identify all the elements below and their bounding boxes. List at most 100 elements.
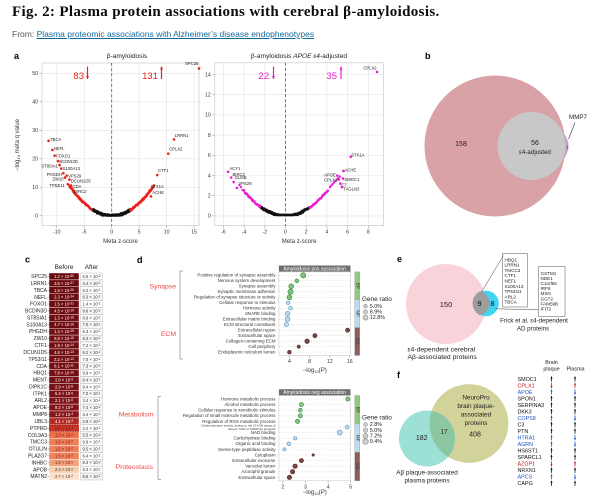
svg-text:NEFL: NEFL — [34, 295, 47, 301]
svg-text:AD proteins: AD proteins — [517, 326, 549, 333]
svg-text:MF: MF — [356, 310, 361, 317]
svg-text:4.6 × 10-13: 4.6 × 10-13 — [54, 350, 74, 355]
svg-text:8: 8 — [308, 359, 311, 365]
svg-text:7.3 × 10-1: 7.3 × 10-1 — [82, 364, 100, 369]
svg-text:PHGDH: PHGDH — [29, 329, 47, 335]
svg-text:5: 5 — [138, 230, 141, 236]
svg-text:TAGLN3: TAGLN3 — [343, 187, 360, 192]
svg-text:ST8SIA1: ST8SIA1 — [27, 315, 47, 321]
svg-text:CDA: CDA — [73, 184, 82, 189]
svg-text:f: f — [397, 370, 401, 380]
svg-text:7.0 × 10-1: 7.0 × 10-1 — [82, 357, 100, 362]
svg-text:β-amyloidosis APOE ε4-adjusted: β-amyloidosis APOE ε4-adjusted — [251, 53, 347, 60]
svg-text:ACHE: ACHE — [152, 190, 164, 195]
svg-text:Nervous system development: Nervous system development — [218, 278, 277, 283]
svg-text:8.9%: 8.9% — [370, 310, 382, 316]
svg-text:12: 12 — [205, 93, 211, 99]
svg-text:50: 50 — [32, 71, 38, 77]
svg-text:Synapse: Synapse — [150, 284, 177, 291]
svg-text:NAD binding: NAD binding — [251, 430, 276, 435]
svg-text:2.1 × 10-5: 2.1 × 10-5 — [55, 398, 73, 403]
svg-text:1.3 × 10-16: 1.3 × 10-16 — [54, 315, 74, 320]
svg-text:MMP7: MMP7 — [569, 114, 587, 121]
svg-text:Cell periphery: Cell periphery — [248, 344, 276, 349]
svg-text:1.2 × 10-4: 1.2 × 10-4 — [55, 412, 73, 417]
svg-text:7.2 × 10-1: 7.2 × 10-1 — [82, 343, 100, 348]
svg-text:INHBC: INHBC — [31, 460, 47, 466]
svg-text:Cytoplasm: Cytoplasm — [255, 452, 276, 457]
svg-text:associated: associated — [461, 412, 492, 419]
svg-text:ZW10: ZW10 — [34, 336, 48, 342]
svg-text:10: 10 — [164, 230, 170, 236]
svg-text:6: 6 — [208, 153, 211, 159]
svg-text:Extracellular matrix binding: Extracellular matrix binding — [223, 317, 276, 322]
svg-text:3.6 × 10-27: 3.6 × 10-27 — [54, 281, 74, 286]
svg-text:BCDIN3D: BCDIN3D — [25, 309, 47, 315]
svg-text:2.2 × 10-1: 2.2 × 10-1 — [82, 426, 100, 431]
svg-text:6.2 × 10-1: 6.2 × 10-1 — [82, 288, 100, 293]
svg-text:56: 56 — [531, 140, 539, 147]
svg-text:COL9A3: COL9A3 — [28, 433, 47, 439]
svg-text:Endoplasmic reticulum lumen: Endoplasmic reticulum lumen — [218, 350, 276, 355]
svg-text:BCDIN3D: BCDIN3D — [59, 159, 77, 164]
svg-text:83: 83 — [73, 71, 84, 82]
svg-text:Before: Before — [55, 264, 74, 271]
svg-text:2.3 × 10-24: 2.3 × 10-24 — [54, 295, 74, 300]
svg-text:8.1 × 10-11: 8.1 × 10-11 — [54, 364, 74, 369]
svg-text:APCS: APCS — [518, 475, 533, 481]
svg-text:C1orf56: C1orf56 — [541, 281, 558, 286]
svg-text:0: 0 — [110, 230, 113, 236]
svg-text:9.6 × 10-1: 9.6 × 10-1 — [82, 308, 100, 313]
svg-text:9.4%: 9.4% — [370, 439, 382, 445]
svg-text:2: 2 — [305, 230, 308, 236]
svg-text:Aβ-associated proteins: Aβ-associated proteins — [408, 354, 478, 361]
svg-text:14: 14 — [205, 72, 211, 78]
svg-text:3.2 × 10-12: 3.2 × 10-12 — [54, 357, 74, 362]
svg-text:7.4 × 10-1: 7.4 × 10-1 — [82, 405, 100, 410]
svg-text:DCUN1D5: DCUN1D5 — [71, 178, 91, 183]
svg-text:BP: BP — [356, 407, 361, 413]
svg-text:TBCA: TBCA — [505, 300, 518, 305]
svg-text:SMOC1: SMOC1 — [344, 177, 360, 182]
svg-text:Meta z-score: Meta z-score — [282, 239, 317, 245]
svg-text:1.5 × 10-2: 1.5 × 10-2 — [55, 440, 73, 445]
svg-text:LRRN1: LRRN1 — [175, 133, 189, 138]
svg-text:3.4 × 10-1: 3.4 × 10-1 — [82, 398, 100, 403]
svg-text:HBQ1: HBQ1 — [33, 371, 47, 377]
svg-text:Hormone activity: Hormone activity — [243, 306, 277, 311]
svg-text:30: 30 — [32, 128, 38, 134]
svg-text:8.4 × 10-1: 8.4 × 10-1 — [82, 377, 100, 382]
svg-text:CTF1: CTF1 — [505, 273, 517, 278]
svg-text:LRRN1: LRRN1 — [31, 281, 48, 287]
svg-text:Extracellular exosome: Extracellular exosome — [232, 458, 276, 463]
svg-text:CDA: CDA — [36, 364, 47, 370]
svg-text:1.4 × 10-1: 1.4 × 10-1 — [82, 302, 100, 307]
svg-text:NEFL: NEFL — [54, 146, 65, 151]
svg-text:4: 4 — [208, 173, 211, 179]
svg-text:CTF1: CTF1 — [35, 343, 48, 349]
svg-text:HBQ1: HBQ1 — [505, 257, 518, 262]
svg-text:S100A13: S100A13 — [26, 322, 47, 328]
svg-text:1.4 × 10-15: 1.4 × 10-15 — [54, 329, 74, 334]
svg-text:-4: -4 — [242, 230, 247, 236]
svg-text:6.3 × 10-1: 6.3 × 10-1 — [82, 329, 100, 334]
svg-text:ARL2: ARL2 — [505, 294, 517, 299]
svg-text:6.3 × 10-1: 6.3 × 10-1 — [82, 295, 100, 300]
svg-text:5.0%: 5.0% — [370, 428, 382, 434]
svg-text:APOE: APOE — [518, 390, 533, 396]
svg-text:MENT: MENT — [33, 378, 47, 384]
svg-text:9: 9 — [477, 299, 481, 308]
svg-text:CPLX2: CPLX2 — [169, 146, 183, 151]
svg-text:182: 182 — [416, 435, 428, 442]
svg-text:3: 3 — [304, 484, 307, 490]
svg-text:1.3 × 10-2: 1.3 × 10-2 — [55, 433, 73, 438]
svg-text:131: 131 — [142, 71, 158, 82]
svg-text:Hormone metabolic process: Hormone metabolic process — [221, 396, 276, 401]
svg-text:2.8%: 2.8% — [370, 422, 382, 428]
svg-text:3.4 × 10-1: 3.4 × 10-1 — [82, 412, 100, 417]
svg-text:LRRN1: LRRN1 — [505, 263, 521, 268]
svg-text:TBCA: TBCA — [34, 288, 48, 294]
svg-text:158: 158 — [455, 141, 467, 148]
svg-text:Organic acid binding: Organic acid binding — [235, 441, 276, 446]
svg-text:2.7 × 10-2: 2.7 × 10-2 — [55, 474, 73, 479]
